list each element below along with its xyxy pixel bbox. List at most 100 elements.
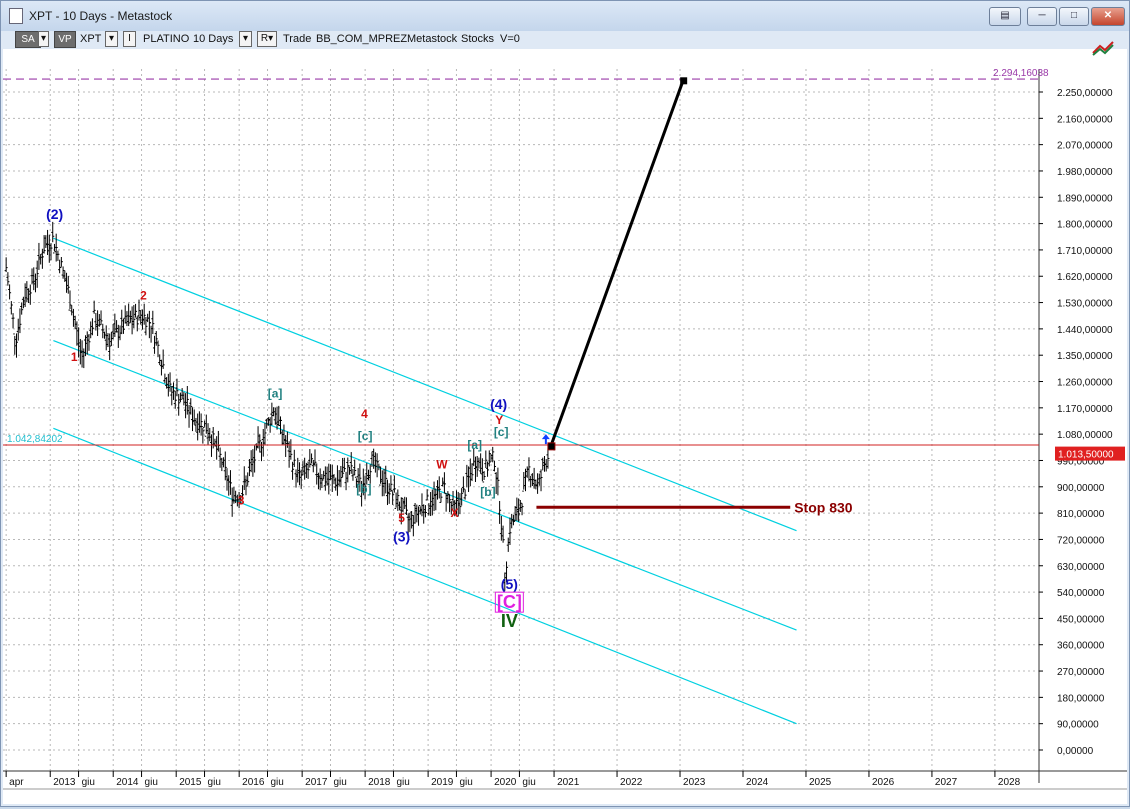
time-axis-label: 2019 <box>431 777 454 788</box>
security-name: PLATINO <box>143 33 190 45</box>
price-axis-label: 1.530,00000 <box>1057 299 1113 310</box>
price-axis-label: 1.890,00000 <box>1057 193 1113 204</box>
wave-label: 1 <box>71 350 78 364</box>
price-axis-label: 2.070,00000 <box>1057 141 1113 152</box>
price-axis-label: 1.620,00000 <box>1057 272 1113 283</box>
wave-label: [a] <box>467 438 482 452</box>
last-price-label: 1.013,50000 <box>1058 450 1114 461</box>
document-icon <box>9 8 23 24</box>
up-arrow-icon <box>541 434 550 445</box>
resistance-level-label: 1.042,84202 <box>7 434 63 445</box>
time-axis-label: 2022 <box>620 777 643 788</box>
time-axis-label: 2025 <box>809 777 832 788</box>
window-title: XPT - 10 Days - Metastock <box>29 9 173 23</box>
price-axis-label: 720,00000 <box>1057 535 1105 546</box>
time-axis-label: apr <box>9 777 24 788</box>
wave-label: [b] <box>480 485 495 499</box>
r-button[interactable]: R▾ <box>257 31 277 47</box>
maximize-button[interactable]: □ <box>1059 7 1089 26</box>
wave-label: (4) <box>490 396 507 412</box>
wave-label: 3 <box>238 493 245 507</box>
time-axis-label: 2014 <box>116 777 139 788</box>
wave-label: [a] <box>268 387 283 401</box>
price-chart[interactable]: 2.294,16038 1.042,84202 Stop 830 (2) 1 2 3 [a]… <box>3 41 1127 804</box>
time-axis-label: 2023 <box>683 777 706 788</box>
wave-label: 5 <box>398 511 405 525</box>
wave-label: W <box>436 457 448 471</box>
price-axis-label: 1.710,00000 <box>1057 246 1113 257</box>
wave-label: 4 <box>361 407 368 421</box>
wave-label: (2) <box>46 206 63 222</box>
wave-label: [C] <box>497 592 522 612</box>
time-axis-label: giu <box>208 777 221 788</box>
wave-label: [c] <box>494 425 509 439</box>
projection-end-marker <box>680 77 688 85</box>
price-axis-label: 630,00000 <box>1057 562 1105 573</box>
wave-label: X <box>451 506 459 520</box>
time-axis-label: giu <box>522 777 535 788</box>
wave-label: Y <box>495 413 503 427</box>
title-bar: XPT - 10 Days - Metastock ▤ ─ □ ✕ <box>1 1 1129 31</box>
symbol-label: XPT <box>80 33 102 45</box>
projection-start-marker <box>547 442 556 451</box>
wave-label: [c] <box>358 429 373 443</box>
time-axis-label: 2017 <box>305 777 328 788</box>
price-axis-label: 180,00000 <box>1057 693 1105 704</box>
trend-channel-line <box>53 237 797 532</box>
wave-label: IV <box>501 611 518 631</box>
price-axis-label: 540,00000 <box>1057 588 1105 599</box>
chart-svg: 2.294,16038 1.042,84202 Stop 830 (2) 1 2 3 [a]… <box>3 68 1127 790</box>
stop-label: Stop 830 <box>794 499 853 515</box>
time-axis-label: giu <box>396 777 409 788</box>
template-label: BB_COM_MPREZ <box>316 33 408 45</box>
wave-c-box <box>494 591 524 613</box>
price-axis-label: 990,00000 <box>1057 456 1105 467</box>
price-axis-label: 1.260,00000 <box>1057 378 1113 389</box>
time-axis-label: 2015 <box>179 777 202 788</box>
price-axis-label: 90,00000 <box>1057 720 1099 731</box>
minimize-button[interactable]: ─ <box>1027 7 1057 26</box>
time-axis-label: giu <box>82 777 95 788</box>
time-axis-label: 2016 <box>242 777 265 788</box>
period-label: 10 Days <box>193 33 234 45</box>
time-axis-label: giu <box>459 777 472 788</box>
restore-icon[interactable]: ▤ <box>989 7 1021 26</box>
time-axis-label: 2013 <box>53 777 76 788</box>
symbol-dropdown-icon[interactable]: ▾ <box>105 31 118 47</box>
price-axis-label: 1.080,00000 <box>1057 430 1113 441</box>
price-axis-label: 1.350,00000 <box>1057 351 1113 362</box>
time-axis-label: 2028 <box>998 777 1021 788</box>
type-label: Stocks <box>461 33 495 45</box>
chart-toolbar: SA ▾ VP XPT ▾ I PLATINO 10 Days ▾ R▾ Tra… <box>1 31 1129 49</box>
trade-label: Trade <box>283 33 312 45</box>
price-axis-label: 1.980,00000 <box>1057 167 1113 178</box>
source-label: Metastock <box>407 33 458 45</box>
wave-label: [b] <box>356 482 371 496</box>
price-axis-label: 900,00000 <box>1057 483 1105 494</box>
period-dropdown-icon[interactable]: ▾ <box>239 31 252 47</box>
wave-label: (3) <box>393 528 410 544</box>
price-axis-label: 2.250,00000 <box>1057 88 1113 99</box>
close-button[interactable]: ✕ <box>1091 7 1125 26</box>
wave-label: (5) <box>501 576 518 592</box>
projection-line <box>549 79 685 447</box>
time-axis-label: 2020 <box>494 777 517 788</box>
price-axis-label: 2.160,00000 <box>1057 114 1113 125</box>
target-level-label: 2.294,16038 <box>993 68 1049 79</box>
time-axis-label: 2021 <box>557 777 580 788</box>
v-label: V=0 <box>500 33 520 45</box>
wave-label: 2 <box>140 289 147 303</box>
vp-button[interactable]: VP <box>54 31 76 48</box>
price-axis-label: 270,00000 <box>1057 667 1105 678</box>
price-axis-label: 810,00000 <box>1057 509 1105 520</box>
i-button[interactable]: I <box>123 31 136 47</box>
sa-dropdown-icon[interactable]: ▾ <box>38 31 49 47</box>
trend-channel-line <box>53 427 797 725</box>
time-axis-label: giu <box>145 777 158 788</box>
price-axis-label: 360,00000 <box>1057 641 1105 652</box>
time-axis-label: giu <box>333 777 346 788</box>
trend-tool-icon[interactable] <box>1091 39 1117 57</box>
time-axis-label: 2027 <box>935 777 958 788</box>
price-axis-label: 1.800,00000 <box>1057 220 1113 231</box>
